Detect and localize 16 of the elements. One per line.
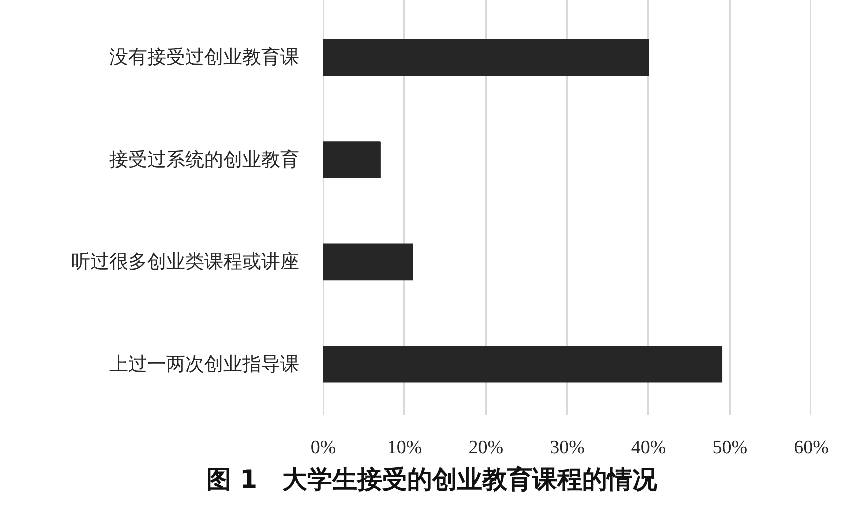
x-tick-label: 50% <box>712 438 748 458</box>
bar <box>324 142 381 178</box>
y-tick-label: 没有接受过创业教育课 <box>110 46 300 69</box>
x-tick-label: 60% <box>794 438 830 458</box>
text: 图 1 大学生接受的创业教育课程的情况 <box>206 464 658 496</box>
bar <box>324 346 723 383</box>
y-tick-label: 接受过系统的创业教育 <box>110 148 300 171</box>
x-tick-label: 10% <box>387 438 422 458</box>
x-tick-label: 40% <box>631 438 666 458</box>
x-tick-label: 0% <box>310 438 336 458</box>
y-tick-label: 上过一两次创业指导课 <box>110 353 300 376</box>
x-tick-label: 20% <box>468 438 504 458</box>
bar <box>324 39 650 76</box>
y-tick-label: 听过很多创业类课程或讲座 <box>72 251 300 274</box>
x-tick-label: 30% <box>550 438 586 458</box>
bar <box>324 244 414 281</box>
